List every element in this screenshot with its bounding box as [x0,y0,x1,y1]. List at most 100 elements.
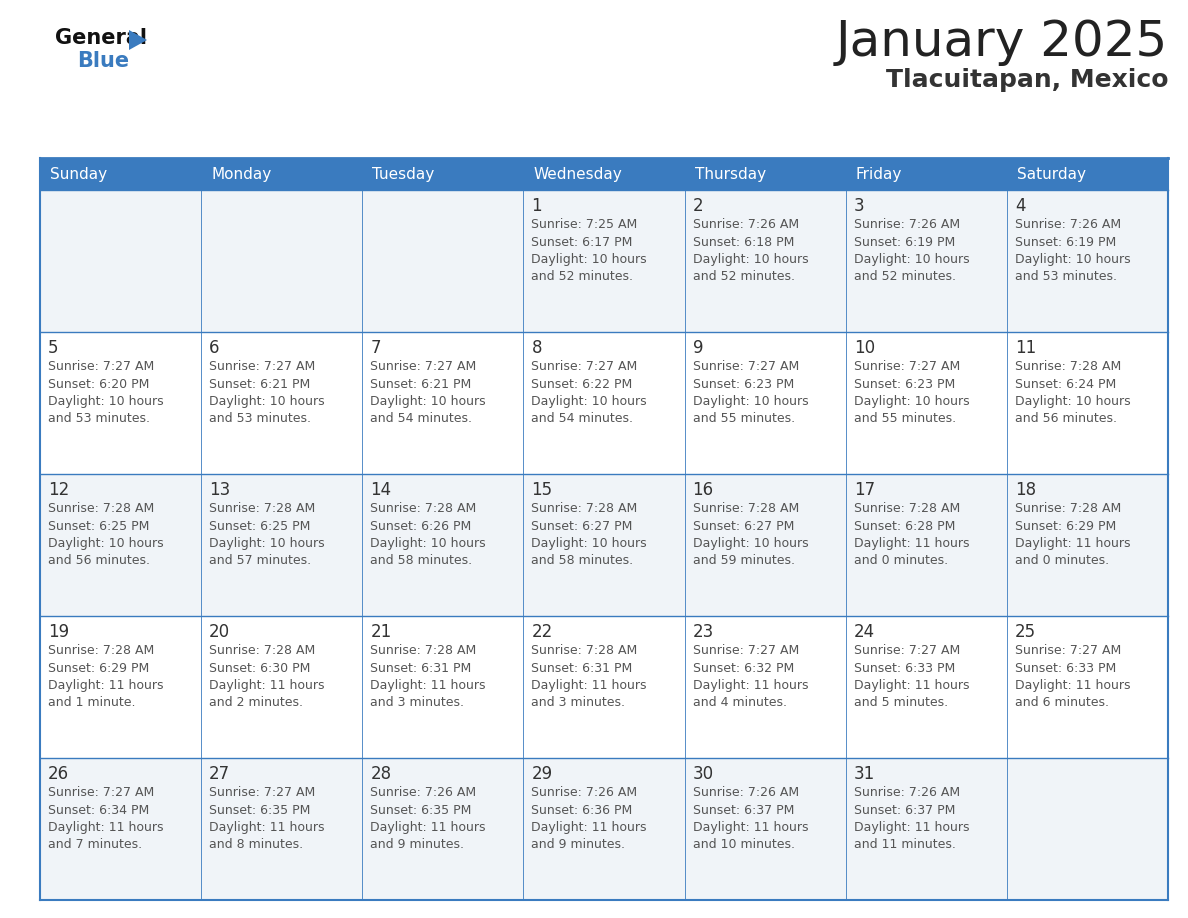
Text: Monday: Monday [211,166,271,182]
Text: Sunrise: 7:28 AM
Sunset: 6:27 PM
Daylight: 10 hours
and 58 minutes.: Sunrise: 7:28 AM Sunset: 6:27 PM Dayligh… [531,502,647,567]
Text: 16: 16 [693,481,714,499]
Bar [40,158,1168,190]
Text: 27: 27 [209,765,230,783]
Text: Sunrise: 7:26 AM
Sunset: 6:35 PM
Daylight: 11 hours
and 9 minutes.: Sunrise: 7:26 AM Sunset: 6:35 PM Dayligh… [371,786,486,852]
Text: 25: 25 [1015,623,1036,641]
Text: January 2025: January 2025 [835,18,1168,66]
Text: 2: 2 [693,197,703,215]
Bar [1007,474,1168,616]
Text: Sunrise: 7:27 AM
Sunset: 6:20 PM
Daylight: 10 hours
and 53 minutes.: Sunrise: 7:27 AM Sunset: 6:20 PM Dayligh… [48,360,164,426]
Bar [40,616,201,758]
Bar [684,616,846,758]
Text: Sunrise: 7:26 AM
Sunset: 6:36 PM
Daylight: 11 hours
and 9 minutes.: Sunrise: 7:26 AM Sunset: 6:36 PM Dayligh… [531,786,647,852]
Bar [362,332,524,474]
Bar [362,616,524,758]
Text: Thursday: Thursday [695,166,766,182]
Bar [201,616,362,758]
Bar [846,616,1007,758]
Text: 15: 15 [531,481,552,499]
Text: Sunrise: 7:27 AM
Sunset: 6:21 PM
Daylight: 10 hours
and 54 minutes.: Sunrise: 7:27 AM Sunset: 6:21 PM Dayligh… [371,360,486,426]
Bar [524,616,684,758]
Text: 6: 6 [209,339,220,357]
Text: 22: 22 [531,623,552,641]
Text: Sunrise: 7:27 AM
Sunset: 6:23 PM
Daylight: 10 hours
and 55 minutes.: Sunrise: 7:27 AM Sunset: 6:23 PM Dayligh… [854,360,969,426]
Text: Sunrise: 7:27 AM
Sunset: 6:32 PM
Daylight: 11 hours
and 4 minutes.: Sunrise: 7:27 AM Sunset: 6:32 PM Dayligh… [693,644,808,710]
Bar [1007,332,1168,474]
Text: Sunrise: 7:26 AM
Sunset: 6:19 PM
Daylight: 10 hours
and 52 minutes.: Sunrise: 7:26 AM Sunset: 6:19 PM Dayligh… [854,218,969,284]
Text: 10: 10 [854,339,874,357]
Bar [524,332,684,474]
Bar [40,758,201,900]
Bar [684,190,846,332]
Bar [201,758,362,900]
Text: Wednesday: Wednesday [533,166,623,182]
Text: Sunrise: 7:28 AM
Sunset: 6:27 PM
Daylight: 10 hours
and 59 minutes.: Sunrise: 7:28 AM Sunset: 6:27 PM Dayligh… [693,502,808,567]
Bar [684,474,846,616]
Text: 20: 20 [209,623,230,641]
Bar [40,332,201,474]
Text: 5: 5 [48,339,58,357]
Text: 28: 28 [371,765,391,783]
Bar [524,190,684,332]
Text: 19: 19 [48,623,69,641]
Text: Sunrise: 7:28 AM
Sunset: 6:28 PM
Daylight: 11 hours
and 0 minutes.: Sunrise: 7:28 AM Sunset: 6:28 PM Dayligh… [854,502,969,567]
Text: 31: 31 [854,765,876,783]
Text: Saturday: Saturday [1017,166,1086,182]
Text: Friday: Friday [855,166,902,182]
Text: 12: 12 [48,481,69,499]
Text: Blue: Blue [77,51,129,71]
Text: Sunrise: 7:27 AM
Sunset: 6:33 PM
Daylight: 11 hours
and 6 minutes.: Sunrise: 7:27 AM Sunset: 6:33 PM Dayligh… [1015,644,1130,710]
Text: Sunday: Sunday [50,166,107,182]
Bar [362,758,524,900]
Bar [40,474,201,616]
Text: Sunrise: 7:28 AM
Sunset: 6:31 PM
Daylight: 11 hours
and 3 minutes.: Sunrise: 7:28 AM Sunset: 6:31 PM Dayligh… [531,644,647,710]
Text: Tuesday: Tuesday [372,166,435,182]
Text: Sunrise: 7:28 AM
Sunset: 6:29 PM
Daylight: 11 hours
and 0 minutes.: Sunrise: 7:28 AM Sunset: 6:29 PM Dayligh… [1015,502,1130,567]
Bar [201,474,362,616]
Bar [1007,758,1168,900]
Text: 26: 26 [48,765,69,783]
Bar [362,474,524,616]
Bar [524,474,684,616]
Text: Sunrise: 7:26 AM
Sunset: 6:37 PM
Daylight: 11 hours
and 10 minutes.: Sunrise: 7:26 AM Sunset: 6:37 PM Dayligh… [693,786,808,852]
Polygon shape [129,30,147,50]
Text: Sunrise: 7:28 AM
Sunset: 6:24 PM
Daylight: 10 hours
and 56 minutes.: Sunrise: 7:28 AM Sunset: 6:24 PM Dayligh… [1015,360,1131,426]
Text: 13: 13 [209,481,230,499]
Text: 11: 11 [1015,339,1036,357]
Text: Sunrise: 7:27 AM
Sunset: 6:23 PM
Daylight: 10 hours
and 55 minutes.: Sunrise: 7:27 AM Sunset: 6:23 PM Dayligh… [693,360,808,426]
Bar [846,190,1007,332]
Bar [684,758,846,900]
Text: Sunrise: 7:28 AM
Sunset: 6:25 PM
Daylight: 10 hours
and 57 minutes.: Sunrise: 7:28 AM Sunset: 6:25 PM Dayligh… [209,502,324,567]
Text: 29: 29 [531,765,552,783]
Text: 17: 17 [854,481,874,499]
Text: 3: 3 [854,197,865,215]
Bar [846,758,1007,900]
Text: Sunrise: 7:27 AM
Sunset: 6:34 PM
Daylight: 11 hours
and 7 minutes.: Sunrise: 7:27 AM Sunset: 6:34 PM Dayligh… [48,786,164,852]
Text: Sunrise: 7:27 AM
Sunset: 6:22 PM
Daylight: 10 hours
and 54 minutes.: Sunrise: 7:27 AM Sunset: 6:22 PM Dayligh… [531,360,647,426]
Text: Sunrise: 7:25 AM
Sunset: 6:17 PM
Daylight: 10 hours
and 52 minutes.: Sunrise: 7:25 AM Sunset: 6:17 PM Dayligh… [531,218,647,284]
Text: 21: 21 [371,623,392,641]
Text: 30: 30 [693,765,714,783]
Bar [846,474,1007,616]
Bar [684,332,846,474]
Text: Sunrise: 7:27 AM
Sunset: 6:21 PM
Daylight: 10 hours
and 53 minutes.: Sunrise: 7:27 AM Sunset: 6:21 PM Dayligh… [209,360,324,426]
Text: Sunrise: 7:28 AM
Sunset: 6:26 PM
Daylight: 10 hours
and 58 minutes.: Sunrise: 7:28 AM Sunset: 6:26 PM Dayligh… [371,502,486,567]
Text: Sunrise: 7:26 AM
Sunset: 6:37 PM
Daylight: 11 hours
and 11 minutes.: Sunrise: 7:26 AM Sunset: 6:37 PM Dayligh… [854,786,969,852]
Bar [362,190,524,332]
Bar [846,332,1007,474]
Text: Sunrise: 7:26 AM
Sunset: 6:18 PM
Daylight: 10 hours
and 52 minutes.: Sunrise: 7:26 AM Sunset: 6:18 PM Dayligh… [693,218,808,284]
Text: Sunrise: 7:28 AM
Sunset: 6:30 PM
Daylight: 11 hours
and 2 minutes.: Sunrise: 7:28 AM Sunset: 6:30 PM Dayligh… [209,644,324,710]
Text: Sunrise: 7:27 AM
Sunset: 6:33 PM
Daylight: 11 hours
and 5 minutes.: Sunrise: 7:27 AM Sunset: 6:33 PM Dayligh… [854,644,969,710]
Text: 1: 1 [531,197,542,215]
Text: Sunrise: 7:28 AM
Sunset: 6:31 PM
Daylight: 11 hours
and 3 minutes.: Sunrise: 7:28 AM Sunset: 6:31 PM Dayligh… [371,644,486,710]
Text: Sunrise: 7:28 AM
Sunset: 6:25 PM
Daylight: 10 hours
and 56 minutes.: Sunrise: 7:28 AM Sunset: 6:25 PM Dayligh… [48,502,164,567]
Text: Sunrise: 7:26 AM
Sunset: 6:19 PM
Daylight: 10 hours
and 53 minutes.: Sunrise: 7:26 AM Sunset: 6:19 PM Dayligh… [1015,218,1131,284]
Bar [40,190,201,332]
Bar [1007,190,1168,332]
Text: 18: 18 [1015,481,1036,499]
Bar [1007,616,1168,758]
Text: 24: 24 [854,623,874,641]
Text: 8: 8 [531,339,542,357]
Text: 23: 23 [693,623,714,641]
Text: 7: 7 [371,339,381,357]
